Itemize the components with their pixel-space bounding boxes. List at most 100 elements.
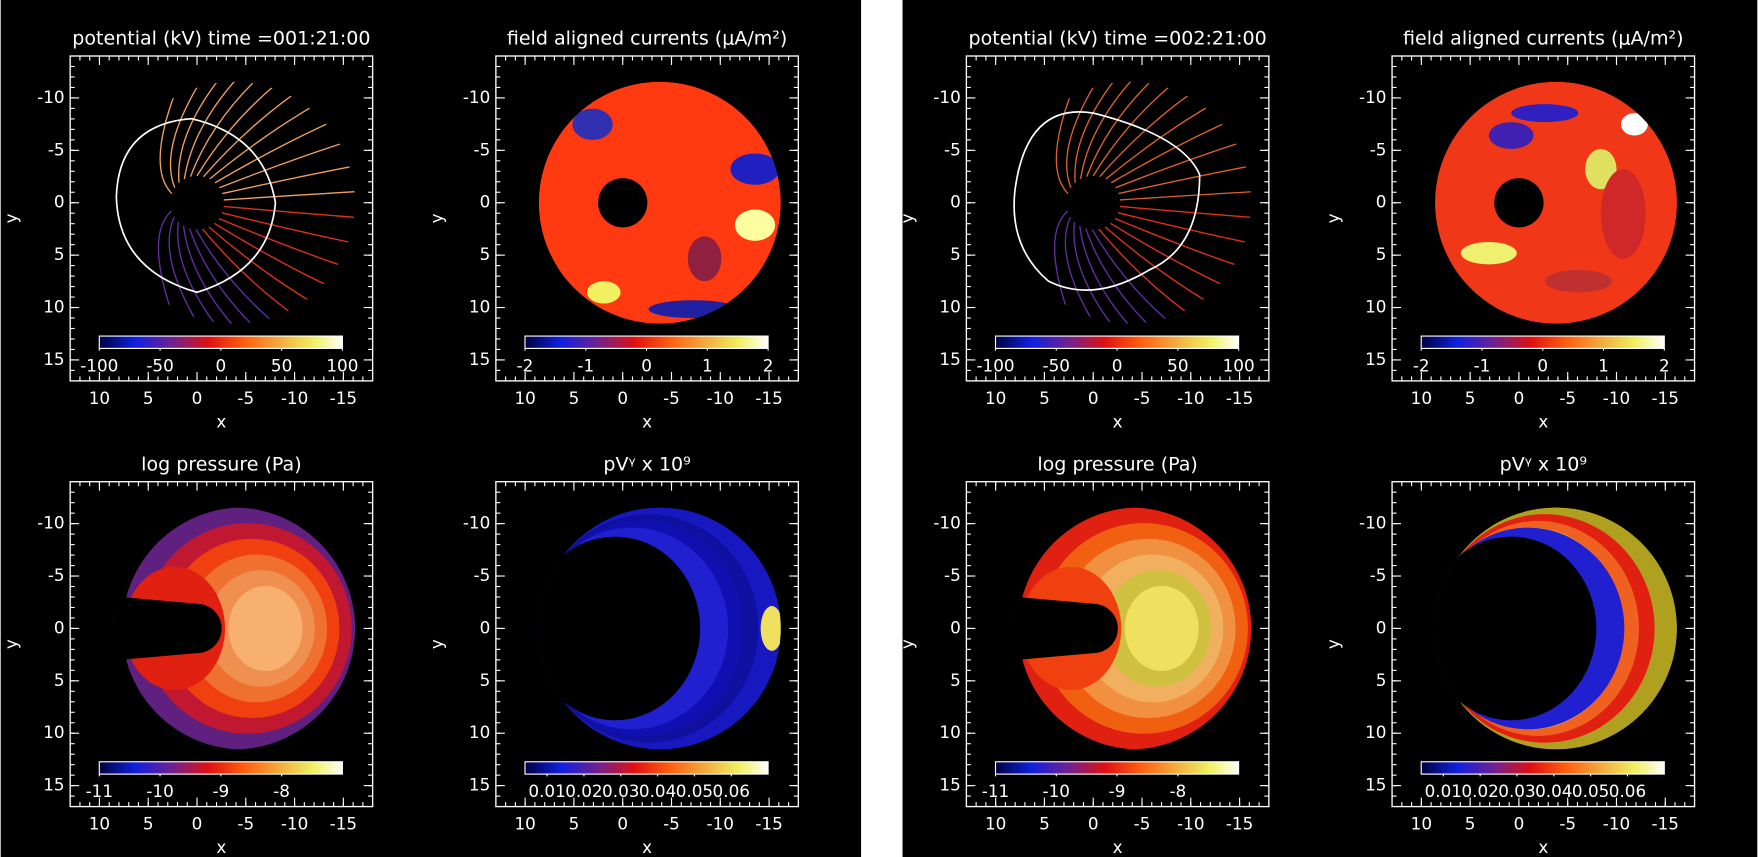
y-tick-label: 0 — [1376, 192, 1387, 212]
y-tick-label: 0 — [54, 617, 65, 637]
y-tick-label: 5 — [480, 670, 491, 690]
y-tick-label: 15 — [469, 349, 490, 369]
x-tick-label: -5 — [1559, 814, 1576, 834]
y-tick-label: 5 — [1376, 244, 1387, 264]
colorbar — [525, 336, 768, 348]
y-tick-label: 15 — [939, 349, 960, 369]
y-tick-label: 15 — [43, 349, 64, 369]
colorbar-tick-label: 0.02 — [1461, 781, 1498, 801]
y-tick-label: -10 — [37, 87, 64, 107]
colorbar-tick-label: 0 — [1112, 355, 1123, 375]
colorbar-tick-label: -1 — [577, 355, 594, 375]
x-tick-label: -5 — [1559, 388, 1576, 408]
x-axis-label: x — [642, 837, 652, 857]
colorbar-tick-label: -8 — [273, 781, 290, 801]
colorbar-tick-label: -100 — [976, 355, 1014, 375]
colorbar-tick-label: 0.06 — [713, 781, 750, 801]
plot-title: field aligned currents (μA/m²) — [507, 28, 788, 50]
y-tick-label: -5 — [1370, 565, 1387, 585]
map-feature — [587, 281, 621, 303]
x-tick-label: 0 — [1088, 814, 1099, 834]
colorbar-tick-label: 0 — [641, 355, 652, 375]
x-tick-label: -10 — [1603, 388, 1630, 408]
x-axis-label: x — [216, 837, 226, 857]
plot-title: pVᵞ x 10⁹ — [603, 453, 690, 475]
colorbar-tick-label: 0.03 — [602, 781, 639, 801]
y-tick-label: 15 — [1365, 349, 1386, 369]
colorbar — [996, 336, 1239, 348]
x-tick-label: 5 — [143, 814, 154, 834]
x-axis-label: x — [1113, 411, 1123, 431]
y-tick-label: 10 — [939, 297, 960, 317]
x-tick-label: 0 — [1514, 388, 1525, 408]
y-tick-label: -10 — [1359, 513, 1386, 533]
colorbar-tick-label: -50 — [1043, 355, 1070, 375]
x-tick-label: -5 — [237, 814, 254, 834]
colorbar-tick-label: -10 — [1043, 781, 1070, 801]
x-tick-label: 10 — [89, 388, 110, 408]
colorbar-tick-label: 0.01 — [1425, 781, 1462, 801]
colorbar-tick-label: -10 — [146, 781, 173, 801]
y-tick-label: 5 — [950, 244, 961, 264]
x-tick-label: 0 — [1514, 814, 1525, 834]
map-feature — [735, 209, 775, 240]
x-tick-label: -5 — [663, 814, 680, 834]
y-tick-label: -10 — [933, 513, 960, 533]
colorbar-tick-label: 100 — [326, 355, 358, 375]
x-axis-label: x — [642, 411, 652, 431]
x-tick-label: 0 — [1088, 388, 1099, 408]
y-tick-label: 0 — [950, 192, 961, 212]
y-tick-label: -10 — [463, 87, 490, 107]
x-tick-label: 0 — [617, 814, 628, 834]
y-tick-label: -5 — [1370, 139, 1387, 159]
colorbar-tick-label: 2 — [763, 355, 774, 375]
colorbar-tick-label: -2 — [517, 355, 534, 375]
x-tick-label: 5 — [1039, 388, 1050, 408]
x-tick-label: -5 — [1134, 814, 1151, 834]
y-tick-label: 15 — [43, 775, 64, 795]
x-tick-label: -10 — [281, 388, 308, 408]
colorbar-tick-label: 0 — [216, 355, 227, 375]
x-tick-label: 10 — [985, 814, 1006, 834]
x-tick-label: -5 — [663, 388, 680, 408]
inner-boundary — [1494, 178, 1543, 227]
y-tick-label: -10 — [1359, 87, 1386, 107]
colorbar-tick-label: 0.04 — [1535, 781, 1572, 801]
map-feature — [572, 109, 612, 140]
y-tick-label: -5 — [474, 565, 491, 585]
x-tick-label: -15 — [755, 388, 782, 408]
x-tick-label: -10 — [281, 814, 308, 834]
y-tick-label: 0 — [480, 192, 491, 212]
x-tick-label: -10 — [707, 388, 734, 408]
x-tick-label: -10 — [1177, 814, 1204, 834]
plot-title: field aligned currents (μA/m²) — [1403, 28, 1684, 50]
y-axis-label: y — [1, 639, 21, 649]
colorbar-tick-label: 0 — [1537, 355, 1548, 375]
colorbar-tick-label: 1 — [1598, 355, 1609, 375]
x-tick-label: 5 — [143, 388, 154, 408]
y-tick-label: 5 — [1376, 670, 1387, 690]
colorbar-tick-label: 100 — [1223, 355, 1255, 375]
y-tick-label: 10 — [469, 297, 490, 317]
y-tick-label: 5 — [54, 244, 65, 264]
colorbar — [1421, 762, 1664, 774]
colorbar-tick-label: -8 — [1169, 781, 1186, 801]
colorbar-tick-label: 0.03 — [1498, 781, 1535, 801]
colorbar — [99, 336, 342, 348]
colorbar-tick-label: -50 — [146, 355, 173, 375]
x-tick-label: 10 — [89, 814, 110, 834]
colorbar-tick-label: 50 — [1167, 355, 1188, 375]
map-feature — [1461, 242, 1517, 264]
x-tick-label: 10 — [514, 814, 535, 834]
x-tick-label: -10 — [1603, 814, 1630, 834]
x-tick-label: -15 — [330, 388, 357, 408]
y-tick-label: 5 — [54, 670, 65, 690]
colorbar-tick-label: -100 — [80, 355, 118, 375]
x-tick-label: 10 — [1411, 814, 1432, 834]
x-tick-label: 10 — [514, 388, 535, 408]
x-tick-label: -10 — [707, 814, 734, 834]
y-axis-label: y — [427, 639, 447, 649]
colorbar-tick-label: 1 — [702, 355, 713, 375]
colorbar-tick-label: 0.05 — [676, 781, 713, 801]
figure: potential (kV) time =001:21:00xy1050-5-1… — [0, 0, 1758, 857]
